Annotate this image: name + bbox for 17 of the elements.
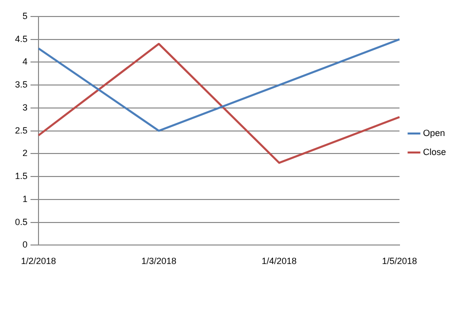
- legend-label: Close: [422, 146, 446, 157]
- y-tick-label: 3.5: [14, 80, 28, 90]
- x-tick-label: 1/3/2018: [141, 256, 176, 266]
- y-tick-label: 4: [22, 56, 28, 67]
- y-tick-label: 2.5: [14, 125, 28, 136]
- y-tick-label: 0: [22, 240, 28, 250]
- y-tick-label: 5: [22, 10, 28, 21]
- y-tick-label: 2: [22, 148, 28, 158]
- y-tick-label: 1: [22, 194, 28, 204]
- x-tick-label: 1/4/2018: [262, 256, 297, 266]
- y-tick-label: 3: [22, 102, 28, 112]
- x-tick-label: 1/5/2018: [382, 256, 418, 266]
- y-tick-label: 4.5: [14, 34, 28, 44]
- y-tick-label: 1.5: [14, 171, 28, 182]
- y-tick-label: 0.5: [14, 216, 28, 227]
- x-tick-label: 1/2/2018: [20, 256, 56, 266]
- legend-label: Open: [422, 128, 446, 138]
